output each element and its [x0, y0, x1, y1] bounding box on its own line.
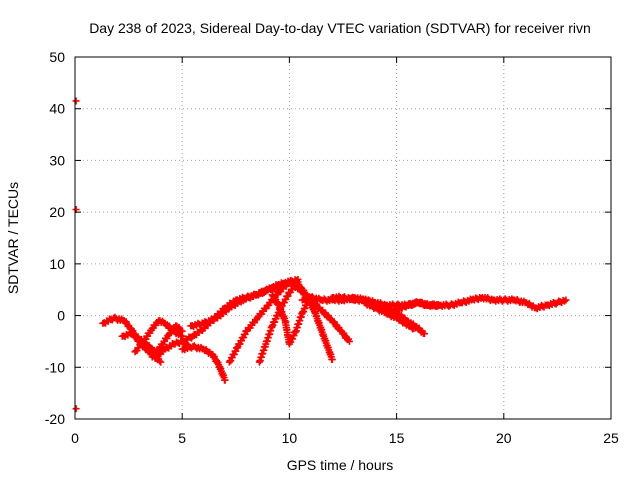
data-point [157, 358, 165, 366]
data-point [562, 296, 570, 304]
data-point [72, 405, 80, 413]
data-point [410, 325, 418, 332]
data-point [221, 376, 229, 384]
data-point [72, 97, 80, 105]
data-point [435, 301, 443, 309]
x-tick-label: 10 [282, 430, 298, 446]
data-point [178, 327, 186, 335]
y-tick-label: 40 [49, 101, 65, 117]
series-track-m [360, 299, 418, 333]
y-tick-label: -10 [45, 359, 65, 375]
data-points [72, 97, 570, 413]
series-track-e [178, 342, 229, 384]
series-track-h [225, 275, 302, 366]
data-point [328, 356, 336, 364]
grid [75, 57, 611, 419]
x-tick-label: 15 [389, 430, 405, 446]
y-tick-label: 30 [49, 152, 65, 168]
axis-ticks: 0 5 10 15 20 25 -20 -10 0 10 20 30 40 50 [45, 49, 619, 446]
data-point [345, 337, 353, 345]
plot-frame [74, 56, 612, 420]
x-tick-label: 20 [496, 430, 512, 446]
data-point [420, 330, 428, 338]
y-tick-label: 20 [49, 204, 65, 220]
y-tick-label: 10 [49, 256, 65, 272]
series-track-j [268, 291, 313, 348]
x-tick-label: 0 [71, 430, 79, 446]
y-tick-label: 0 [57, 308, 65, 324]
data-point [294, 278, 302, 286]
x-axis-title: GPS time / hours [287, 457, 394, 473]
series-track-d [148, 322, 186, 361]
y-tick-label: -20 [45, 411, 65, 427]
series-track-i [255, 278, 302, 366]
data-point [156, 357, 164, 365]
y-axis-title: SDTVAR / TECUs [5, 182, 21, 294]
data-point [561, 297, 569, 305]
chart-title: Day 238 of 2023, Sidereal Day-to-day VTE… [89, 20, 591, 36]
series-track-n [393, 298, 443, 314]
y-tick-label: 50 [49, 49, 65, 65]
x-tick-label: 25 [603, 430, 619, 446]
x-tick-label: 5 [178, 430, 186, 446]
